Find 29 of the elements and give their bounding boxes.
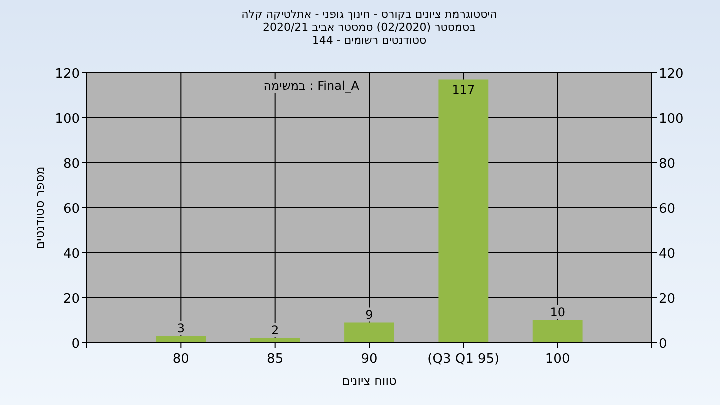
y-tick-label: 60 <box>63 202 80 217</box>
y-tick-label: 80 <box>63 157 80 172</box>
x-tick-label: (Q3 Q1 95) <box>428 352 500 367</box>
data-label: 3 <box>177 321 185 336</box>
y2-tick-label: 120 <box>659 67 684 82</box>
x-tick-label: 90 <box>361 352 378 367</box>
data-label: 2 <box>272 324 280 338</box>
x-axis-title: טווח ציונים <box>342 374 397 388</box>
data-label: 9 <box>366 308 374 322</box>
data-label: 10 <box>550 306 566 320</box>
y-tick-label: 100 <box>55 112 80 127</box>
y-axis-title: מספר סטודנטים <box>33 166 47 250</box>
data-label: 117 <box>452 82 476 97</box>
y-tick-label: 20 <box>63 292 80 307</box>
y2-tick-label: 0 <box>659 337 668 352</box>
chart-subtitle: בסמסטר (02/2020) סמסטר אביב 2020/21 סטודנטים רשומים - 144 <box>262 21 476 47</box>
y2-tick-label: 80 <box>659 157 676 172</box>
y2-tick-label: 20 <box>659 292 676 307</box>
chart-title: היסטוגרמת ציונים בקורס - חינוך גופני - אתלטיקה קלה <box>242 8 498 21</box>
y2-tick-label: 40 <box>659 247 676 262</box>
y-tick-label: 120 <box>55 67 80 82</box>
y2-tick-label: 60 <box>659 202 676 217</box>
y2-tick-label: 100 <box>659 112 684 127</box>
y-tick-label: 0 <box>72 337 80 352</box>
x-tick-label: 100 <box>545 352 570 367</box>
x-tick-label: 85 <box>267 352 284 367</box>
y-tick-label: 40 <box>63 247 80 262</box>
annotation: במשימה : Final_A <box>264 79 360 93</box>
x-tick-label: 80 <box>172 352 190 367</box>
